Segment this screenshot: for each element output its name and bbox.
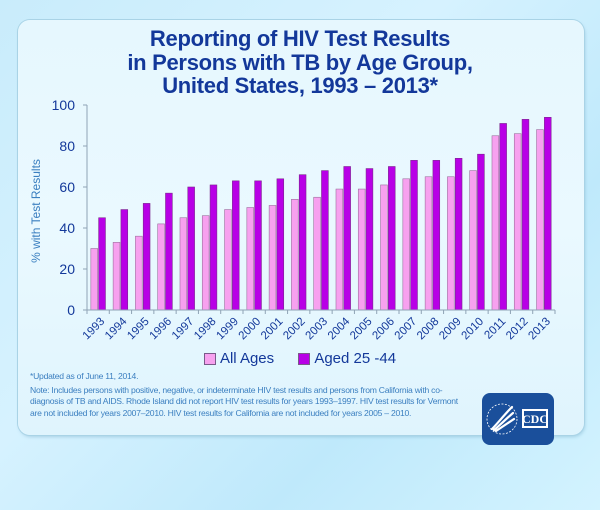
- x-tick-label: 2013: [526, 316, 553, 343]
- bar-aged-25-44: [187, 186, 195, 311]
- x-tick-label: 1998: [192, 316, 219, 343]
- hhs-eagle-icon: CDC: [486, 403, 548, 435]
- title-line-1: Reporting of HIV Test Results: [149, 26, 451, 51]
- bar-all-ages: [335, 188, 344, 311]
- bar-aged-25-44: [343, 166, 351, 311]
- bar-aged-25-44: [142, 203, 151, 311]
- title-line-2: in Persons with TB by Age Group,: [127, 49, 473, 75]
- bar-aged-25-44: [499, 123, 507, 311]
- bar-aged-25-44: [410, 160, 418, 311]
- y-tick-label: 60: [59, 179, 75, 195]
- bar-aged-25-44: [298, 174, 307, 311]
- bar-aged-25-44: [276, 178, 285, 311]
- y-tick-label: 100: [52, 97, 76, 113]
- y-axis-label: % with Test Results: [29, 159, 43, 263]
- bar-all-ages: [135, 235, 143, 311]
- bar-aged-25-44: [388, 166, 396, 311]
- bar-aged-25-44: [209, 184, 218, 311]
- y-tick-label: 80: [59, 138, 75, 154]
- bar-all-ages: [513, 133, 522, 311]
- bar-aged-25-44: [165, 192, 173, 311]
- chart-legend: All Ages Aged 25 -44: [0, 350, 600, 369]
- bar-aged-25-44: [321, 170, 329, 311]
- bar-all-ages: [268, 205, 277, 311]
- title-line-3: United States, 1993 – 2013*: [162, 73, 438, 98]
- bar-aged-25-44: [544, 117, 552, 311]
- x-tick-label: 2002: [281, 316, 308, 343]
- bar-aged-25-44: [232, 180, 240, 311]
- bar-all-ages: [179, 217, 188, 311]
- y-tick-label: 40: [59, 220, 75, 236]
- bar-all-ages: [201, 215, 210, 311]
- bar-all-ages: [112, 242, 121, 311]
- bar-aged-25-44: [477, 153, 485, 311]
- bar-aged-25-44: [365, 168, 374, 311]
- data-note: Note: Includes persons with positive, ne…: [30, 384, 458, 418]
- y-axis: 0 20 40 60 80 100: [52, 97, 88, 318]
- bar-all-ages: [291, 199, 299, 311]
- x-tick-label: 2009: [437, 316, 464, 343]
- x-tick-label: 2007: [393, 316, 420, 343]
- x-tick-label: 2011: [482, 316, 508, 342]
- x-tick-label: 2008: [415, 316, 442, 343]
- bar-aged-25-44: [98, 217, 106, 311]
- x-tick-label: 2006: [370, 316, 397, 343]
- cdc-logo-text: CDC: [522, 412, 548, 426]
- x-tick-label: 2010: [460, 316, 487, 343]
- updated-note: *Updated as of June 11, 2014.: [30, 371, 139, 381]
- chart-title: Reporting of HIV Test Results in Persons…: [0, 27, 600, 98]
- bar-all-ages: [536, 129, 544, 311]
- x-tick-label: 2001: [259, 316, 286, 343]
- bar-all-ages: [402, 178, 410, 311]
- x-tick-label: 2003: [304, 316, 331, 343]
- bar-all-ages: [246, 207, 254, 311]
- legend-item-aged-25-44: Aged 25 -44: [298, 350, 396, 367]
- x-tick-label: 1999: [214, 316, 241, 343]
- bars-group: [90, 117, 552, 311]
- x-tick-label: 2000: [237, 316, 264, 343]
- x-tick-label: 1994: [103, 315, 130, 342]
- bar-aged-25-44: [432, 160, 441, 311]
- bar-aged-25-44: [254, 180, 262, 311]
- bar-all-ages: [357, 188, 366, 311]
- legend-swatch-aged-25-44: [298, 352, 311, 365]
- bar-all-ages: [491, 135, 500, 311]
- x-tick-label: 2004: [326, 315, 353, 342]
- legend-label-all-ages: All Ages: [219, 350, 275, 367]
- legend-swatch-all-ages: [203, 352, 216, 365]
- y-tick-label: 20: [59, 261, 75, 277]
- bar-all-ages: [469, 170, 477, 311]
- x-axis: 1993199419951996199719981999200020012002…: [81, 309, 556, 343]
- x-tick-label: 1996: [148, 316, 175, 343]
- bar-all-ages: [447, 176, 455, 311]
- bar-all-ages: [313, 196, 321, 311]
- bar-all-ages: [157, 223, 165, 311]
- x-tick-label: 2012: [504, 316, 531, 343]
- x-tick-label: 2005: [348, 316, 375, 343]
- footnote: *Updated as of June 11, 2014. Note: Incl…: [30, 371, 470, 419]
- legend-label-aged-25-44: Aged 25 -44: [314, 350, 397, 367]
- cdc-logo: CDC: [482, 393, 554, 445]
- x-tick-label: 1997: [170, 316, 197, 343]
- x-tick-label: 1995: [125, 316, 152, 343]
- bar-all-ages: [380, 184, 388, 311]
- legend-item-all-ages: All Ages: [203, 350, 275, 367]
- y-tick-label: 0: [67, 302, 75, 318]
- bar-chart: 0 20 40 60 80 100 199319941995199619971998199…: [29, 97, 556, 343]
- bar-all-ages: [424, 176, 433, 311]
- bar-aged-25-44: [120, 209, 129, 311]
- bar-all-ages: [224, 209, 232, 311]
- bar-all-ages: [90, 248, 98, 311]
- bar-aged-25-44: [521, 119, 530, 311]
- bar-aged-25-44: [454, 158, 463, 311]
- x-tick-label: 1993: [81, 316, 108, 343]
